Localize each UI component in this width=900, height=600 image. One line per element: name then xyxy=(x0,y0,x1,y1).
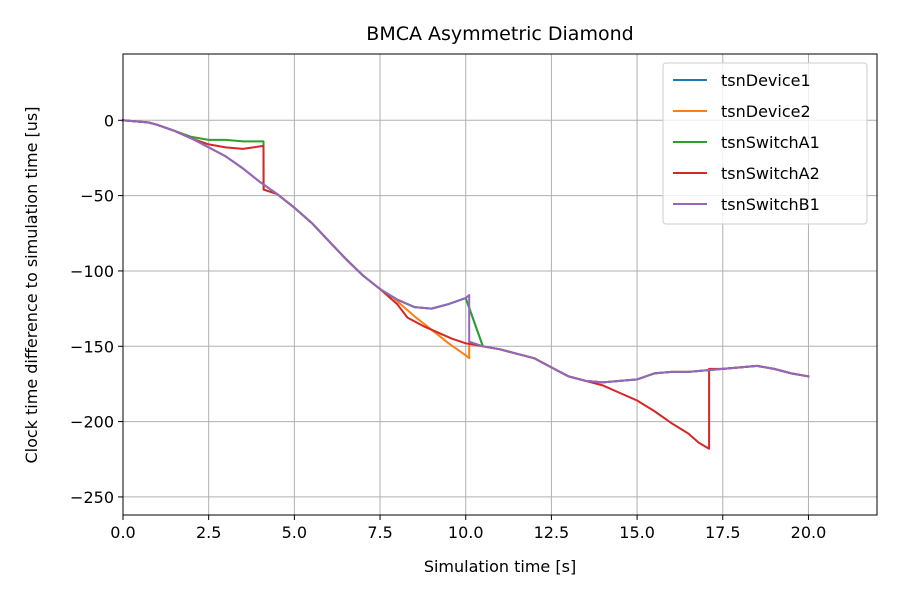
x-tick-label: 20.0 xyxy=(791,523,827,542)
x-tick-label: 12.5 xyxy=(534,523,570,542)
y-tick-label: 0 xyxy=(104,111,114,130)
x-axis-label: Simulation time [s] xyxy=(424,557,576,576)
legend-label: tsnSwitchA1 xyxy=(721,133,820,152)
legend-label: tsnSwitchB1 xyxy=(721,195,820,214)
y-tick-label: −100 xyxy=(70,262,114,281)
plot-frame xyxy=(122,53,878,516)
legend-label: tsnDevice2 xyxy=(721,102,811,121)
x-tick-label: 0.0 xyxy=(110,523,135,542)
x-tick-label: 15.0 xyxy=(619,523,655,542)
series-line-tsnSwitchA2 xyxy=(121,119,810,450)
x-tick-label: 10.0 xyxy=(448,523,484,542)
x-tick-label: 7.5 xyxy=(367,523,392,542)
x-tick-label: 2.5 xyxy=(196,523,221,542)
y-tick-label: −50 xyxy=(80,187,114,206)
axis-ticks: 0.0 2.5 5.0 7.5 10.0 12.5 15.0 17.5 20.0 0 −50 −100… xyxy=(70,111,826,542)
chart-title: BMCA Asymmetric Diamond xyxy=(366,23,633,45)
y-axis-label: Clock time difference to simulation time… xyxy=(22,106,41,463)
legend-box xyxy=(662,62,868,225)
series-line-tsnSwitchB1 xyxy=(121,119,810,384)
legend-label: tsnDevice1 xyxy=(721,71,811,90)
x-tick-label: 5.0 xyxy=(282,523,307,542)
y-tick-label: −200 xyxy=(70,413,114,432)
y-tick-label: −250 xyxy=(70,488,114,507)
series-lines xyxy=(121,119,810,450)
x-tick-label: 17.5 xyxy=(705,523,741,542)
legend-label: tsnSwitchA2 xyxy=(721,164,820,183)
y-tick-label: −150 xyxy=(70,337,114,356)
legend: tsnDevice1 tsnDevice2 tsnSwitchA1 tsnSwitch… xyxy=(662,62,868,225)
